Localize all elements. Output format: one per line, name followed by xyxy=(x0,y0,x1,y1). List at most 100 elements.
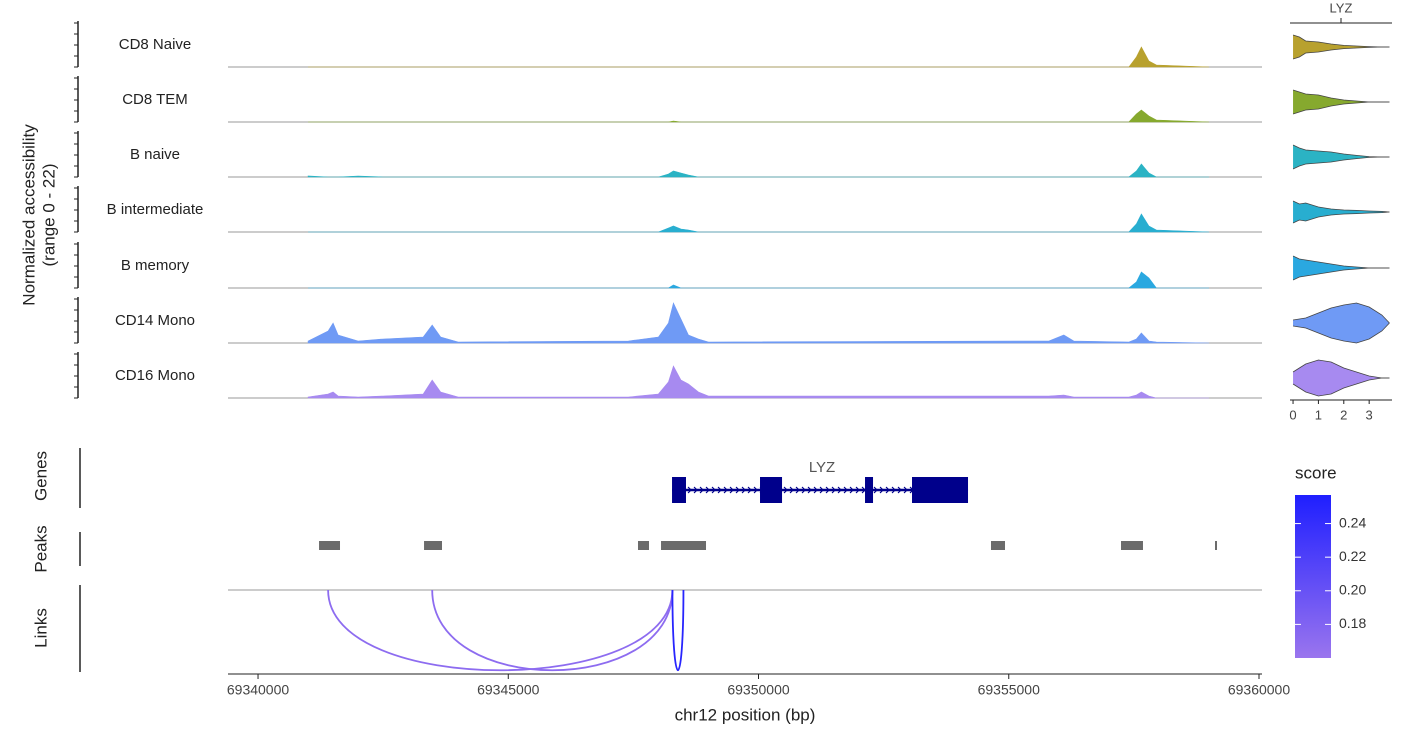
strand-arrow xyxy=(693,486,698,494)
violin-outline xyxy=(1292,211,1390,224)
legend-tick-label: 0.22 xyxy=(1339,548,1366,564)
strand-arrow xyxy=(837,486,842,494)
violin-half xyxy=(1293,256,1390,268)
strand-arrow xyxy=(723,486,728,494)
legend-tick-label: 0.18 xyxy=(1339,615,1366,631)
exon xyxy=(760,477,783,503)
coverage-area xyxy=(307,302,1209,344)
strand-arrow xyxy=(741,486,746,494)
coverage-area xyxy=(308,213,1209,233)
strand-arrow xyxy=(717,486,722,494)
violin-outline xyxy=(1292,302,1390,324)
coverage-area xyxy=(308,109,1209,123)
y-axis-label: Normalized accessibility (range 0 - 22) xyxy=(19,124,58,306)
strand-arrow xyxy=(801,486,806,494)
x-tick-label: 69355000 xyxy=(978,682,1041,698)
strand-arrow xyxy=(729,486,734,494)
violin-half xyxy=(1293,35,1390,47)
violin-half xyxy=(1293,102,1390,114)
peak xyxy=(990,541,1006,550)
peak xyxy=(424,541,443,550)
violin-half xyxy=(1293,90,1390,102)
link-arc xyxy=(327,589,674,672)
strand-arrow xyxy=(897,486,902,494)
violin-outline xyxy=(1292,101,1390,115)
peak xyxy=(637,541,650,550)
strand-arrow xyxy=(819,486,824,494)
link-arc xyxy=(431,589,674,672)
violin-half xyxy=(1293,268,1390,280)
strand-arrow xyxy=(705,486,710,494)
legend-title: score xyxy=(1295,463,1337,482)
violin-outline xyxy=(1292,267,1390,281)
track-label: CD16 Mono xyxy=(115,367,195,384)
x-tick-label: 69345000 xyxy=(477,682,540,698)
strand-arrow xyxy=(687,486,692,494)
strand-arrow xyxy=(753,486,758,494)
peak xyxy=(661,541,707,550)
track-label: CD14 Mono xyxy=(115,312,195,329)
track-label: B naive xyxy=(130,146,180,163)
strand-arrow xyxy=(903,486,908,494)
violin-half xyxy=(1293,212,1390,223)
violin-half xyxy=(1293,303,1390,323)
strand-arrow xyxy=(873,486,878,494)
strand-arrow xyxy=(849,486,854,494)
strand-arrow xyxy=(813,486,818,494)
section-label: Links xyxy=(31,608,50,648)
link-arc xyxy=(671,589,685,672)
violin-outline xyxy=(1292,200,1390,213)
peak xyxy=(1215,541,1218,550)
strand-arrow xyxy=(783,486,788,494)
violin-half xyxy=(1293,201,1390,212)
violin-half xyxy=(1293,47,1390,59)
section-label: Genes xyxy=(31,451,50,501)
x-tick-label: 69350000 xyxy=(727,682,790,698)
y-label-line: Normalized accessibility xyxy=(19,124,38,306)
strand-arrow xyxy=(789,486,794,494)
coverage-area xyxy=(308,271,1209,289)
exon xyxy=(912,477,969,503)
strand-arrow xyxy=(879,486,884,494)
violin-outline xyxy=(1292,322,1390,344)
x-axis-label: chr12 position (bp) xyxy=(675,705,816,724)
strand-arrow xyxy=(735,486,740,494)
violin-half xyxy=(1293,323,1390,343)
strand-arrow xyxy=(825,486,830,494)
exon xyxy=(672,477,686,503)
x-tick-label: 69340000 xyxy=(227,682,290,698)
track-label: B intermediate xyxy=(107,201,204,218)
coverage-area xyxy=(307,163,1209,178)
strand-arrow xyxy=(747,486,752,494)
violin-half xyxy=(1293,157,1390,169)
violin-tick-label: 0 xyxy=(1289,407,1296,422)
gene-name: LYZ xyxy=(809,459,835,476)
strand-arrow xyxy=(699,486,704,494)
violin-outline xyxy=(1292,46,1390,60)
peak xyxy=(1121,541,1143,550)
strand-arrow xyxy=(891,486,896,494)
coverage-area xyxy=(308,46,1209,68)
track-label: CD8 TEM xyxy=(122,91,188,108)
y-label-line: (range 0 - 22) xyxy=(39,164,58,267)
strand-arrow xyxy=(843,486,848,494)
track-label: CD8 Naive xyxy=(119,36,192,53)
violin-outline xyxy=(1292,377,1390,397)
exon xyxy=(865,477,874,503)
strand-arrow xyxy=(885,486,890,494)
strand-arrow xyxy=(831,486,836,494)
violin-half xyxy=(1293,145,1390,157)
legend-tick-label: 0.20 xyxy=(1339,581,1366,597)
violin-half xyxy=(1293,378,1390,396)
x-tick-label: 69360000 xyxy=(1228,682,1291,698)
peak xyxy=(319,541,341,550)
violin-outline xyxy=(1292,156,1390,170)
legend-colorbar xyxy=(1295,495,1331,658)
strand-arrow xyxy=(795,486,800,494)
coverage-area xyxy=(307,365,1209,399)
violin-outline xyxy=(1292,359,1390,379)
violin-tick-label: 3 xyxy=(1366,407,1373,422)
strand-arrow xyxy=(711,486,716,494)
violin-tick-label: 2 xyxy=(1340,407,1347,422)
